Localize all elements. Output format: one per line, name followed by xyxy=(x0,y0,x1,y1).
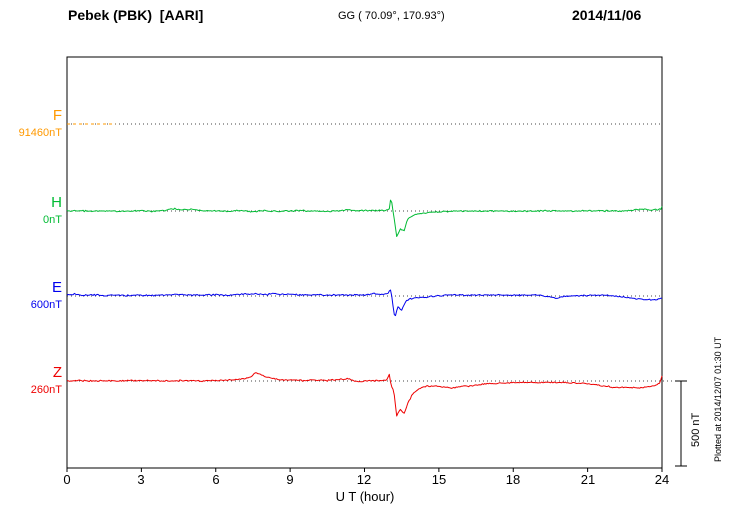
x-tick-label: 12 xyxy=(356,472,372,487)
channel-baseline-value-h: 0nT xyxy=(43,214,62,226)
x-axis-label: U T (hour) xyxy=(335,489,395,504)
x-tick-label: 0 xyxy=(63,472,71,487)
x-tick-label: 24 xyxy=(654,472,670,487)
x-tick-label: 9 xyxy=(286,472,294,487)
geographic-coords: GG ( 70.09°, 170.93°) xyxy=(338,10,445,22)
plotted-at-note: Plotted at 2014/12/07 01:30 UT xyxy=(713,336,723,462)
plot-date: 2014/11/06 xyxy=(572,7,642,23)
channel-baseline-value-f: 91460nT xyxy=(18,127,62,139)
plot-frame xyxy=(66,56,663,469)
channel-label-h: H xyxy=(51,194,62,211)
channel-label-z: Z xyxy=(52,364,62,381)
x-tick-label: 21 xyxy=(580,472,596,487)
channel-label-e: E xyxy=(51,279,62,296)
channel-label-f: F xyxy=(52,107,62,124)
x-tick-label: 18 xyxy=(505,472,521,487)
x-tick-label: 3 xyxy=(137,472,145,487)
channel-baseline-value-e: 600nT xyxy=(30,299,62,311)
x-tick-label: 15 xyxy=(431,472,447,487)
channel-baseline-value-z: 260nT xyxy=(30,384,62,396)
e-trace xyxy=(66,289,663,317)
channel-block-z: Z 260nT xyxy=(0,364,62,397)
station-title: Pebek (PBK) [AARI] xyxy=(68,7,204,23)
scalebar-label: 500 nT xyxy=(690,412,702,447)
channel-block-f: F 91460nT xyxy=(0,107,62,140)
h-trace xyxy=(66,199,663,237)
z-trace xyxy=(66,372,663,417)
channel-block-h: H 0nT xyxy=(0,194,62,227)
channel-block-e: E 600nT xyxy=(0,279,62,312)
x-tick-label: 6 xyxy=(212,472,220,487)
